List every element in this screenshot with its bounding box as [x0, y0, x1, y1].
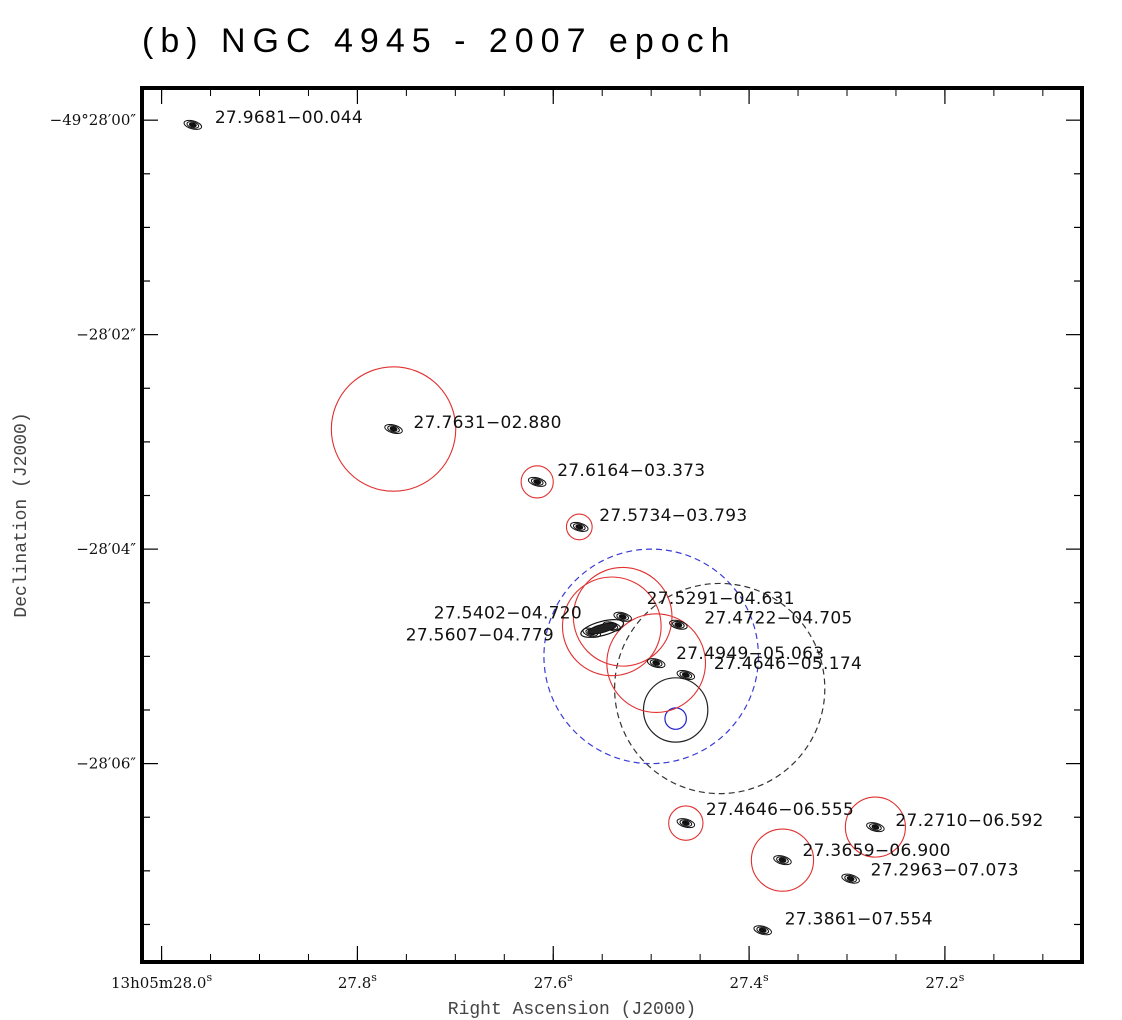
- source-label: 27.6164−03.373: [557, 461, 705, 481]
- contour-level: [871, 824, 880, 830]
- source-label: 27.4646−05.174: [714, 654, 862, 674]
- contour-level: [530, 478, 544, 486]
- y-tick-label: −28′02″: [76, 326, 136, 344]
- contour-level: [669, 619, 688, 630]
- y-tick-label: −28′06″: [76, 755, 136, 773]
- source-label: 27.4949−05.063: [676, 644, 824, 664]
- source-error-circle: [561, 576, 662, 677]
- reference-circle-black-solid: [642, 677, 709, 743]
- y-tick-label: −49°28′00″: [50, 111, 137, 129]
- x-axis-title: Right Ascension (J2000): [448, 1000, 696, 1020]
- contour-level: [570, 521, 589, 532]
- source-contour: [841, 873, 860, 884]
- source-contour: [676, 670, 696, 681]
- source-contour: [570, 521, 589, 532]
- source-contour: [773, 855, 792, 866]
- plot-frame: [140, 86, 1084, 964]
- contour-level: [183, 119, 203, 130]
- contour-level: [679, 819, 693, 827]
- source-label: 27.2710−06.592: [895, 811, 1043, 831]
- contour-level: [572, 523, 586, 531]
- contour-level: [527, 476, 547, 487]
- source-error-circle: [668, 805, 704, 841]
- source-contour: [613, 611, 632, 622]
- contour-level: [188, 122, 197, 128]
- contour-level: [679, 671, 693, 679]
- contour-level: [844, 874, 857, 883]
- contour-level: [676, 818, 696, 829]
- source-label: 27.4646−06.555: [706, 800, 854, 820]
- extended-emission-core: [587, 622, 618, 635]
- contour-level: [841, 873, 860, 884]
- contour-level: [616, 613, 630, 621]
- x-tick-label: 27.8s: [338, 971, 377, 992]
- x-tick-label: 27.2s: [925, 971, 964, 992]
- contour-level: [846, 876, 855, 882]
- contour-level: [618, 614, 627, 620]
- contour-level: [387, 425, 400, 433]
- extended-emission-contour: [580, 619, 625, 638]
- source-label: 27.4722−04.705: [704, 609, 852, 629]
- contour-level: [758, 927, 767, 933]
- source-label: 27.2963−07.073: [871, 861, 1019, 881]
- contour-level: [672, 620, 685, 629]
- source-contour: [646, 658, 666, 669]
- x-tick-label: 27.6s: [534, 971, 573, 992]
- contour-level: [773, 855, 792, 866]
- contour-level: [778, 857, 787, 863]
- contour-level: [533, 479, 542, 485]
- contour-level: [753, 925, 772, 936]
- contour-level: [756, 926, 770, 935]
- contour-level: [646, 658, 666, 669]
- contour-level: [186, 121, 200, 129]
- source-error-circle: [606, 613, 707, 714]
- source-contour: [669, 619, 688, 630]
- source-error-circle: [844, 796, 906, 858]
- source-label: 27.3659−06.900: [802, 841, 950, 861]
- source-label: 27.5402−04.720: [434, 603, 582, 623]
- source-error-circle: [750, 828, 815, 892]
- source-label: 27.3861−07.554: [785, 909, 933, 929]
- source-label: 27.7631−02.880: [414, 413, 562, 433]
- source-contour: [384, 424, 403, 435]
- source-label: 27.9681−00.044: [215, 108, 363, 128]
- x-tick-label: 13h05m28.0s: [111, 971, 212, 992]
- source-error-circle: [330, 366, 457, 492]
- contour-level: [674, 622, 683, 628]
- contour-level: [652, 660, 661, 666]
- contour-level: [869, 823, 882, 831]
- contour-level: [384, 424, 403, 435]
- contour-level: [776, 856, 789, 864]
- source-contour: [753, 925, 772, 936]
- y-axis-title: Declination (J2000): [12, 412, 32, 617]
- source-contour: [866, 822, 885, 833]
- contour-level: [866, 822, 885, 833]
- source-error-circle: [565, 513, 593, 541]
- chart-title: (b) NGC 4945 - 2007 epoch: [142, 22, 737, 60]
- contour-level: [649, 659, 663, 667]
- source-contour: [676, 818, 696, 829]
- source-label: 27.5607−04.779: [406, 626, 554, 646]
- y-tick-label: −28′04″: [76, 540, 136, 558]
- source-label: 27.5734−03.793: [599, 506, 747, 526]
- contour-level: [575, 524, 584, 530]
- source-error-circle: [520, 465, 554, 499]
- source-contour: [183, 119, 203, 130]
- source-label: 27.5291−04.631: [647, 589, 795, 609]
- contour-level: [389, 426, 398, 432]
- x-tick-label: 27.4s: [730, 971, 769, 992]
- contour-level: [681, 820, 690, 826]
- contour-level: [676, 670, 696, 681]
- source-contour: [527, 476, 547, 487]
- contour-level: [681, 672, 690, 678]
- reference-circle-blue-dashed: [543, 548, 760, 765]
- reference-circle-black-dashed: [614, 582, 826, 795]
- reference-circle-blue-solid: [664, 707, 687, 730]
